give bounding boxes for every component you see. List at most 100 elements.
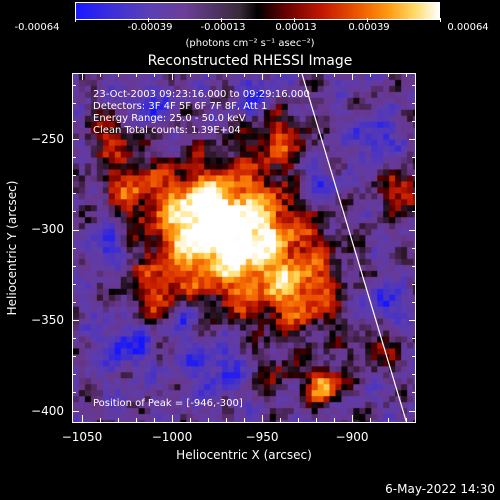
tick-mark xyxy=(298,418,299,422)
tick-mark xyxy=(280,418,281,422)
tick-mark xyxy=(298,73,299,77)
tick-mark xyxy=(72,410,79,412)
datestamp: 6-May-2022 14:30 xyxy=(385,482,495,496)
tick-mark xyxy=(406,73,407,77)
time-range-text: 23-Oct-2003 09:23:16.000 to 09:29:16.000 xyxy=(93,89,310,100)
tick-mark xyxy=(100,73,101,77)
tick-mark xyxy=(352,415,353,422)
tick-mark xyxy=(412,283,416,285)
tick-mark xyxy=(72,229,79,231)
tick-mark xyxy=(136,73,137,77)
tick-mark xyxy=(82,415,83,422)
tick-mark xyxy=(409,410,416,412)
x-tick-label: −950 xyxy=(245,430,279,444)
tick-mark xyxy=(409,229,416,231)
tick-mark xyxy=(226,418,227,422)
tick-mark xyxy=(412,392,416,394)
tick-mark xyxy=(154,418,155,422)
tick-mark xyxy=(244,418,245,422)
tick-mark xyxy=(72,392,76,394)
tick-mark xyxy=(118,418,119,422)
tick-mark xyxy=(334,418,335,422)
tick-mark xyxy=(412,265,416,267)
tick-mark xyxy=(226,73,227,77)
tick-mark xyxy=(136,418,137,422)
y-tick-label: −400 xyxy=(31,404,64,418)
tick-mark xyxy=(190,73,191,77)
tick-mark xyxy=(412,175,416,177)
tick-mark xyxy=(316,73,317,77)
y-tick-label: −250 xyxy=(31,132,64,146)
x-tick-label: −1050 xyxy=(61,430,103,444)
peak-position-text: Position of Peak = [-946,-300] xyxy=(93,398,243,409)
tick-mark xyxy=(412,120,416,122)
colorbar-tick-label: 0.00039 xyxy=(348,22,390,33)
tick-mark xyxy=(412,211,416,213)
colorbar-tick-mark xyxy=(221,18,222,22)
detectors-text: Detectors: 3F 4F 5F 6F 7F 8F, Att 1 xyxy=(93,101,268,112)
tick-mark xyxy=(412,301,416,303)
tick-mark xyxy=(72,120,76,122)
tick-mark xyxy=(412,193,416,195)
tick-mark xyxy=(72,193,76,195)
colorbar-units: (photons cm⁻² s⁻¹ asec⁻²) xyxy=(185,38,315,49)
tick-mark xyxy=(412,84,416,86)
colorbar-tick-label: -0.00039 xyxy=(127,22,173,33)
tick-mark xyxy=(72,84,76,86)
x-axis-label: Heliocentric X (arcsec) xyxy=(176,448,312,462)
tick-mark xyxy=(208,418,209,422)
tick-mark xyxy=(334,73,335,77)
tick-mark xyxy=(370,418,371,422)
tick-mark xyxy=(316,418,317,422)
tick-mark xyxy=(72,338,76,340)
tick-mark xyxy=(262,415,263,422)
colorbar-tick-label: 0.00013 xyxy=(275,22,317,33)
colorbar-tick-label: -0.00064 xyxy=(14,22,60,33)
tick-mark xyxy=(190,418,191,422)
tick-mark xyxy=(412,338,416,340)
colorbar-tick-mark xyxy=(367,18,368,22)
tick-mark xyxy=(370,73,371,77)
tick-mark xyxy=(262,73,263,80)
tick-mark xyxy=(412,374,416,376)
tick-mark xyxy=(118,73,119,77)
colorbar-tick-label: -0.00013 xyxy=(200,22,246,33)
tick-mark xyxy=(154,73,155,77)
y-axis-label: Heliocentric Y (arcsec) xyxy=(5,180,19,316)
colorbar-tick-mark xyxy=(148,18,149,22)
tick-mark xyxy=(72,157,76,159)
tick-mark xyxy=(72,301,76,303)
heatmap-image xyxy=(73,74,415,422)
tick-mark xyxy=(72,265,76,267)
colorbar xyxy=(75,2,440,20)
tick-mark xyxy=(72,175,76,177)
tick-mark xyxy=(388,73,389,77)
tick-mark xyxy=(409,139,416,140)
tick-mark xyxy=(100,418,101,422)
tick-mark xyxy=(412,102,416,104)
tick-mark xyxy=(208,73,209,77)
colorbar-tick-label: 0.00064 xyxy=(447,22,489,33)
y-tick-label: −300 xyxy=(31,222,64,236)
tick-mark xyxy=(406,418,407,422)
tick-mark xyxy=(72,283,76,285)
x-tick-label: −1000 xyxy=(151,430,193,444)
tick-mark xyxy=(172,415,173,422)
tick-mark xyxy=(72,247,76,249)
colorbar-tick-mark xyxy=(440,18,441,22)
tick-mark xyxy=(72,102,76,104)
tick-mark xyxy=(412,356,416,358)
limb-line xyxy=(301,74,408,422)
colorbar-tick-mark xyxy=(294,18,295,22)
image-title: Reconstructed RHESSI Image xyxy=(147,53,353,69)
tick-mark xyxy=(244,73,245,77)
x-tick-label: −900 xyxy=(335,430,369,444)
y-tick-label: −350 xyxy=(31,313,64,327)
tick-mark xyxy=(412,157,416,159)
colorbar-tick-mark xyxy=(75,18,76,22)
tick-mark xyxy=(409,320,416,321)
tick-mark xyxy=(72,211,76,213)
tick-mark xyxy=(72,356,76,358)
energy-range-text: Energy Range: 25.0 - 50.0 keV xyxy=(93,113,246,124)
tick-mark xyxy=(412,247,416,249)
